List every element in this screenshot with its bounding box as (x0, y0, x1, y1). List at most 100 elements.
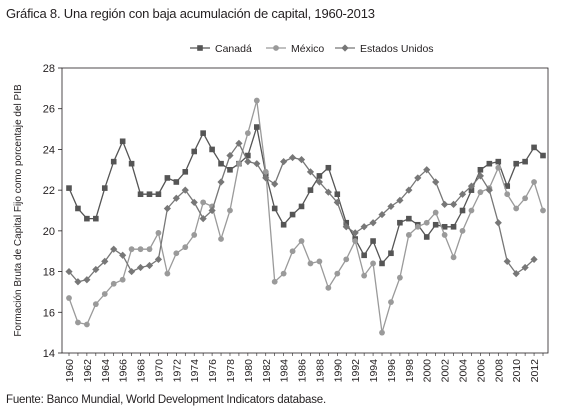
x-tick-label: 1984 (279, 359, 291, 383)
data-point (540, 207, 546, 214)
chart-series (65, 97, 546, 336)
data-point (66, 185, 72, 191)
data-point (164, 270, 171, 277)
x-tick-label: 1962 (82, 359, 94, 383)
data-point (530, 255, 538, 263)
data-point (450, 254, 457, 261)
data-point (405, 232, 412, 238)
data-point (441, 232, 448, 238)
data-point (155, 229, 162, 236)
data-point (316, 258, 323, 265)
data-point (74, 278, 82, 286)
data-point (137, 191, 144, 198)
data-point (441, 200, 449, 208)
data-point (397, 274, 403, 281)
x-tick-label: 1980 (243, 359, 255, 383)
data-point (93, 215, 99, 222)
data-point (244, 130, 251, 137)
data-point (352, 238, 359, 244)
y-tick-label: 14 (43, 348, 55, 360)
x-tick-label: 1974 (189, 359, 201, 383)
data-point (531, 179, 537, 185)
data-point (66, 295, 72, 301)
data-point (92, 265, 100, 274)
data-point (245, 152, 251, 159)
y-tick-label: 18 (43, 267, 55, 279)
x-tick-label: 1998 (404, 359, 416, 383)
data-point (521, 263, 529, 272)
data-point (197, 45, 203, 51)
x-tick-label: 1994 (368, 359, 380, 383)
x-tick-label: 2012 (529, 359, 541, 383)
data-point (110, 245, 118, 253)
data-point (262, 174, 270, 182)
data-point (182, 244, 189, 251)
data-point (190, 198, 198, 206)
data-point (191, 148, 198, 155)
data-point (280, 221, 287, 228)
x-tick-label: 1976 (207, 359, 219, 383)
chart-legend: Canadá México Estados Unidos (190, 43, 434, 55)
data-point (65, 267, 73, 276)
data-point (531, 144, 537, 151)
data-point (199, 215, 207, 223)
y-tick-label: 16 (43, 307, 55, 319)
data-point (119, 251, 127, 259)
data-point (468, 207, 475, 214)
data-point (128, 160, 135, 167)
data-point (459, 207, 466, 214)
data-point (119, 276, 126, 283)
data-point (513, 160, 519, 167)
data-point (182, 169, 189, 175)
x-tick-label: 1988 (314, 359, 326, 383)
y-tick-label: 20 (43, 226, 55, 238)
data-point (432, 178, 440, 186)
data-point (200, 130, 206, 136)
data-point (432, 209, 439, 216)
data-point (253, 97, 260, 104)
data-point (298, 203, 305, 210)
series-estados-unidos (65, 139, 538, 286)
data-point (217, 178, 225, 186)
data-point (200, 199, 207, 206)
data-point (342, 223, 350, 231)
data-point (119, 138, 126, 145)
x-tick-label: 2010 (511, 359, 523, 383)
data-point (397, 219, 403, 226)
x-tick-label: 1996 (386, 359, 398, 383)
data-point (432, 221, 439, 228)
data-point (155, 191, 162, 198)
x-tick-label: 2000 (422, 359, 434, 383)
data-point (244, 158, 252, 166)
data-point (468, 187, 475, 193)
source-note: Fuente: Banco Mundial, World Development… (6, 394, 326, 406)
x-tick-label: 1990 (332, 359, 344, 383)
data-point (164, 175, 171, 181)
data-point (235, 139, 243, 147)
data-point (83, 276, 91, 284)
data-point (459, 227, 466, 234)
y-tick-label: 26 (43, 104, 55, 116)
data-point (173, 179, 180, 185)
data-point (137, 246, 144, 253)
data-point (449, 200, 458, 208)
x-tick-label: 2002 (440, 359, 452, 383)
chart-axes: 14 16 18 20 22 24 26 28 1960 1962 1964 1966 1968 1970… (13, 63, 549, 383)
data-point (361, 272, 368, 279)
data-point (227, 166, 233, 173)
data-point (485, 186, 493, 194)
data-point (253, 160, 261, 168)
data-point (494, 219, 502, 227)
data-point (226, 151, 234, 160)
x-tick-label: 1992 (350, 359, 362, 383)
data-point (522, 195, 529, 202)
x-tick-label: 1970 (153, 359, 165, 383)
data-point (236, 160, 242, 167)
data-point (316, 173, 323, 179)
data-point (477, 189, 484, 196)
data-point (172, 194, 180, 202)
data-point (379, 329, 385, 336)
data-point (306, 168, 315, 176)
y-tick-label: 24 (43, 144, 55, 156)
data-point (154, 255, 163, 263)
